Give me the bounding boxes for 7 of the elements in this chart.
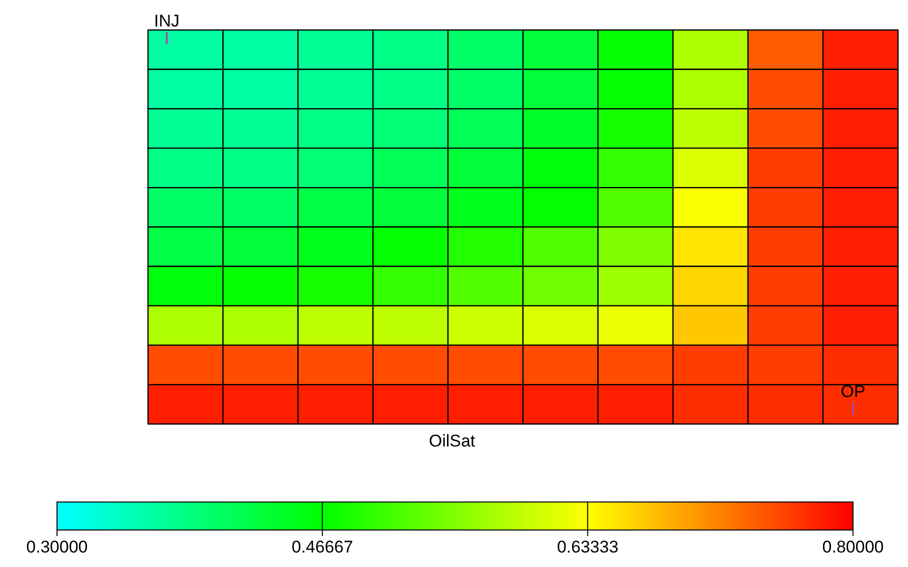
color-bar-label: 0.63333 [556,538,618,557]
color-bar-label: 0.80000 [822,538,884,557]
text: OilSat [428,432,476,451]
color-bar-label: 0.46667 [292,538,354,557]
color-bar-label: 0.30000 [26,538,88,557]
annotation: OP [840,382,866,402]
annotation: INJ [154,12,180,31]
